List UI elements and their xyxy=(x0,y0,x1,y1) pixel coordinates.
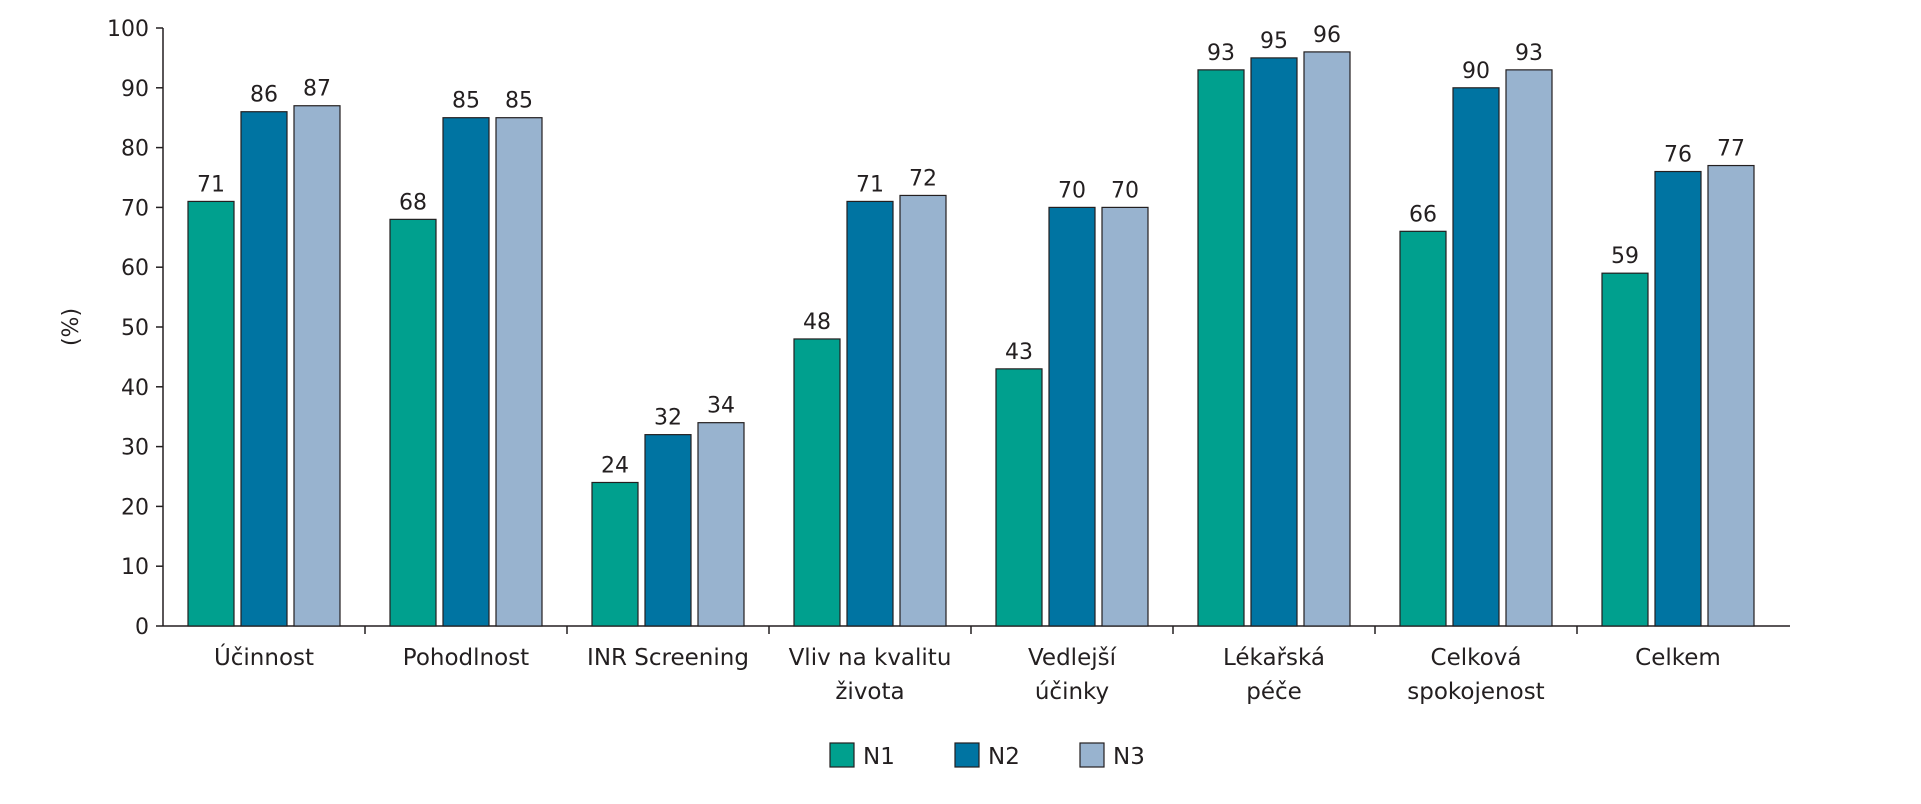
bar xyxy=(1197,69,1245,627)
data-label: 34 xyxy=(707,394,735,419)
y-tick-label: 70 xyxy=(121,196,149,221)
y-tick-label: 80 xyxy=(121,137,149,162)
y-tick-label: 100 xyxy=(107,17,149,42)
bar xyxy=(644,434,692,627)
bar xyxy=(1505,69,1553,627)
category-label: Celkem xyxy=(1635,645,1721,671)
bar xyxy=(1303,51,1351,627)
bar xyxy=(389,218,437,627)
data-label: 95 xyxy=(1260,29,1288,54)
bar xyxy=(1601,272,1649,627)
legend-label: N3 xyxy=(1113,744,1145,770)
category-label: Vedlejší xyxy=(1028,645,1117,671)
bar xyxy=(1399,230,1447,627)
y-tick-label: 40 xyxy=(121,376,149,401)
category-label: Lékařská xyxy=(1223,645,1325,671)
category-label: účinky xyxy=(1035,679,1109,705)
data-label: 71 xyxy=(856,172,884,197)
data-label: 72 xyxy=(909,166,937,191)
data-label: 70 xyxy=(1058,178,1086,203)
bar xyxy=(240,111,288,627)
y-tick-label: 50 xyxy=(121,316,149,341)
y-tick-label: 60 xyxy=(121,256,149,281)
bar xyxy=(591,481,639,627)
legend-swatch xyxy=(1079,742,1105,768)
data-label: 93 xyxy=(1515,41,1543,66)
category-label: Účinnost xyxy=(214,643,314,671)
data-label: 32 xyxy=(654,406,682,431)
data-label: 43 xyxy=(1005,340,1033,365)
bar xyxy=(697,422,745,627)
category-label: INR Screening xyxy=(587,645,749,671)
y-tick-label: 90 xyxy=(121,77,149,102)
data-label: 86 xyxy=(250,83,278,108)
category-label: spokojenost xyxy=(1407,679,1544,705)
legend-label: N1 xyxy=(863,744,895,770)
y-tick-label: 30 xyxy=(121,436,149,461)
data-label: 87 xyxy=(303,77,331,102)
bar xyxy=(995,368,1043,627)
bar xyxy=(1707,164,1755,627)
y-tick-label: 0 xyxy=(135,615,149,640)
data-label: 70 xyxy=(1111,178,1139,203)
bar xyxy=(1452,87,1500,627)
data-label: 85 xyxy=(452,89,480,114)
category-label: života xyxy=(835,679,904,705)
bar xyxy=(1101,206,1149,627)
data-label: 85 xyxy=(505,89,533,114)
bar xyxy=(846,200,894,627)
category-label: Celková xyxy=(1431,645,1522,671)
y-tick-label: 20 xyxy=(121,495,149,520)
data-label: 48 xyxy=(803,310,831,335)
data-label: 93 xyxy=(1207,41,1235,66)
bar xyxy=(1654,170,1702,627)
bar xyxy=(293,105,341,627)
legend-swatch xyxy=(954,742,980,768)
data-label: 71 xyxy=(197,172,225,197)
category-label: Pohodlnost xyxy=(403,645,529,671)
data-label: 96 xyxy=(1313,23,1341,48)
bar xyxy=(442,117,490,627)
legend-label: N2 xyxy=(988,744,1020,770)
data-label: 76 xyxy=(1664,143,1692,168)
bar xyxy=(495,117,543,627)
data-label: 66 xyxy=(1409,202,1437,227)
data-label: 77 xyxy=(1717,137,1745,162)
category-label: péče xyxy=(1246,679,1302,705)
y-axis-title: (%) xyxy=(59,308,84,346)
bar xyxy=(793,338,841,627)
y-tick-label: 10 xyxy=(121,555,149,580)
legend-swatch xyxy=(829,742,855,768)
data-label: 68 xyxy=(399,190,427,215)
data-label: 59 xyxy=(1611,244,1639,269)
bar xyxy=(187,200,235,627)
bar xyxy=(1250,57,1298,627)
bar xyxy=(1048,206,1096,627)
category-label: Vliv na kvalitu xyxy=(789,645,952,671)
bar xyxy=(899,194,947,627)
data-label: 90 xyxy=(1462,59,1490,84)
data-label: 24 xyxy=(601,453,629,478)
